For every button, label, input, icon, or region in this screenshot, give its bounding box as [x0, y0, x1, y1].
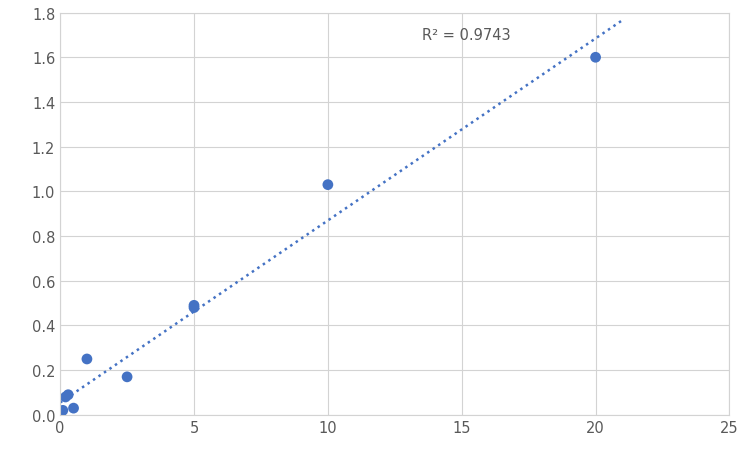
Text: R² = 0.9743: R² = 0.9743 — [422, 28, 510, 43]
Point — [68, 405, 80, 412]
Point — [54, 411, 66, 419]
Point — [188, 304, 200, 312]
Point — [59, 393, 71, 400]
Point — [121, 373, 133, 381]
Point — [81, 355, 93, 363]
Point — [590, 55, 602, 62]
Point — [322, 182, 334, 189]
Point — [188, 302, 200, 309]
Point — [57, 407, 69, 414]
Point — [62, 391, 74, 399]
